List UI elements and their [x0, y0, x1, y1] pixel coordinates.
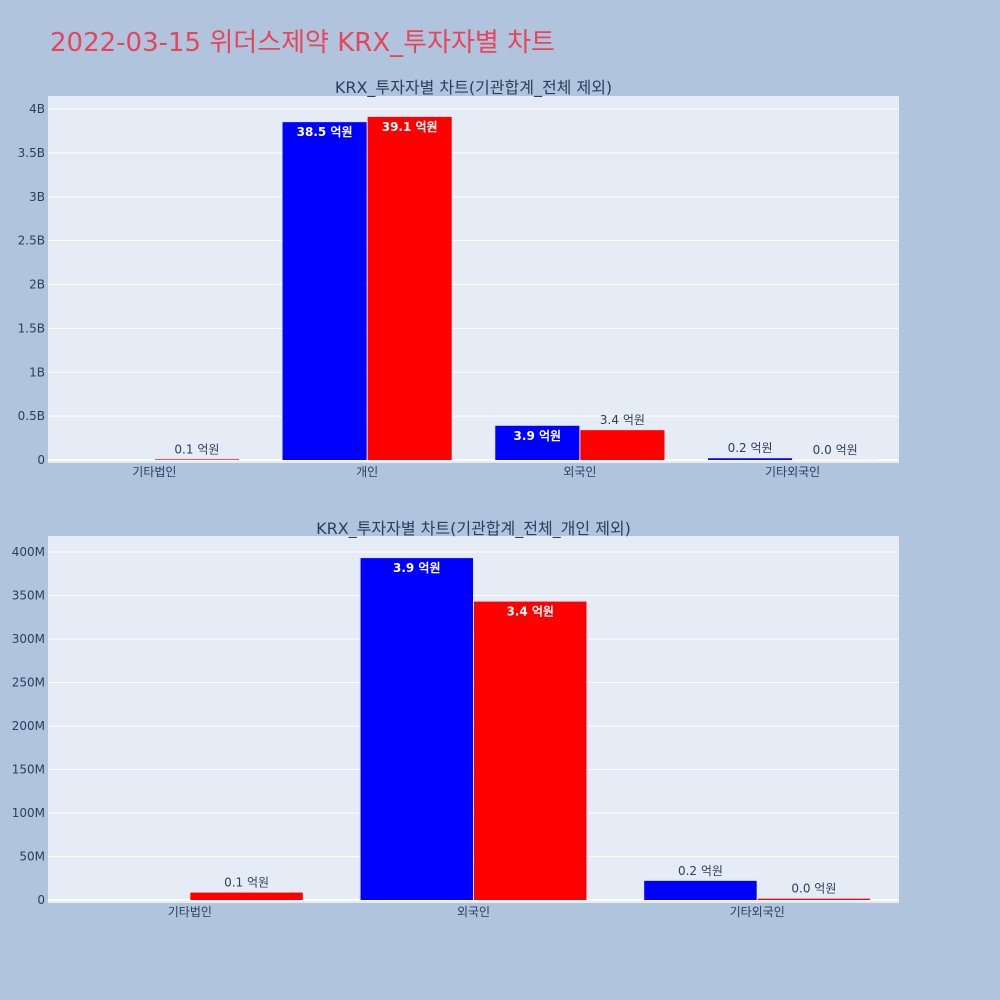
- y-tick-label: 3.5B: [18, 146, 45, 160]
- y-tick-label: 0.5B: [18, 409, 45, 423]
- data-label: 38.5 억원: [297, 125, 353, 139]
- y-tick-label: 0: [37, 893, 45, 907]
- page-title: 2022-03-15 위더스제약 KRX_투자자별 차트: [50, 28, 555, 58]
- y-tick-label: 150M: [12, 763, 45, 777]
- x-tick-label: 기타외국인: [765, 465, 820, 479]
- x-tick-label: 기타법인: [132, 465, 176, 479]
- bar: [154, 459, 239, 460]
- y-tick-label: 1B: [29, 365, 45, 379]
- data-label: 3.9 억원: [514, 429, 562, 443]
- data-label: 39.1 억원: [382, 120, 438, 134]
- y-tick-label: 50M: [19, 850, 45, 864]
- bar: [360, 558, 473, 900]
- data-label: 0.0 억원: [791, 882, 836, 896]
- bar: [644, 880, 757, 900]
- data-label: 0.2 억원: [678, 864, 723, 878]
- chart-title: KRX_투자자별 차트(기관합계_전체 제외): [335, 78, 612, 98]
- x-tick-label: 기타법인: [168, 905, 212, 919]
- y-tick-label: 300M: [12, 632, 45, 646]
- data-label: 0.2 억원: [728, 441, 773, 455]
- bar: [367, 116, 452, 461]
- bar: [474, 601, 587, 900]
- y-tick-label: 4B: [29, 102, 45, 116]
- x-tick-label: 기타외국인: [730, 905, 785, 919]
- bar: [580, 430, 665, 460]
- y-tick-label: 200M: [12, 719, 45, 733]
- data-label: 3.4 억원: [600, 413, 645, 427]
- y-tick-label: 250M: [12, 676, 45, 690]
- y-tick-label: 0: [37, 453, 45, 467]
- y-tick-label: 350M: [12, 589, 45, 603]
- plot-area: [48, 96, 899, 463]
- data-label: 0.1 억원: [224, 876, 269, 890]
- y-tick-label: 100M: [12, 806, 45, 820]
- data-label: 3.9 억원: [393, 561, 441, 575]
- y-tick-label: 2.5B: [18, 234, 45, 248]
- x-tick-label: 외국인: [457, 905, 490, 919]
- x-tick-label: 외국인: [563, 465, 596, 479]
- y-tick-label: 400M: [12, 545, 45, 559]
- data-label: 0.0 억원: [813, 443, 858, 457]
- data-label: 3.4 억원: [506, 605, 554, 619]
- bar: [282, 122, 367, 460]
- bar: [708, 458, 793, 460]
- plot-area: [48, 536, 899, 903]
- x-tick-label: 개인: [356, 465, 378, 479]
- bar: [757, 898, 871, 900]
- bar: [190, 892, 303, 900]
- data-label: 0.1 억원: [174, 442, 219, 456]
- y-tick-label: 2B: [29, 278, 45, 292]
- y-tick-label: 1.5B: [18, 321, 45, 335]
- y-tick-label: 3B: [29, 190, 45, 204]
- chart-title: KRX_투자자별 차트(기관합계_전체_개인 제외): [316, 519, 631, 539]
- bar: [495, 425, 580, 460]
